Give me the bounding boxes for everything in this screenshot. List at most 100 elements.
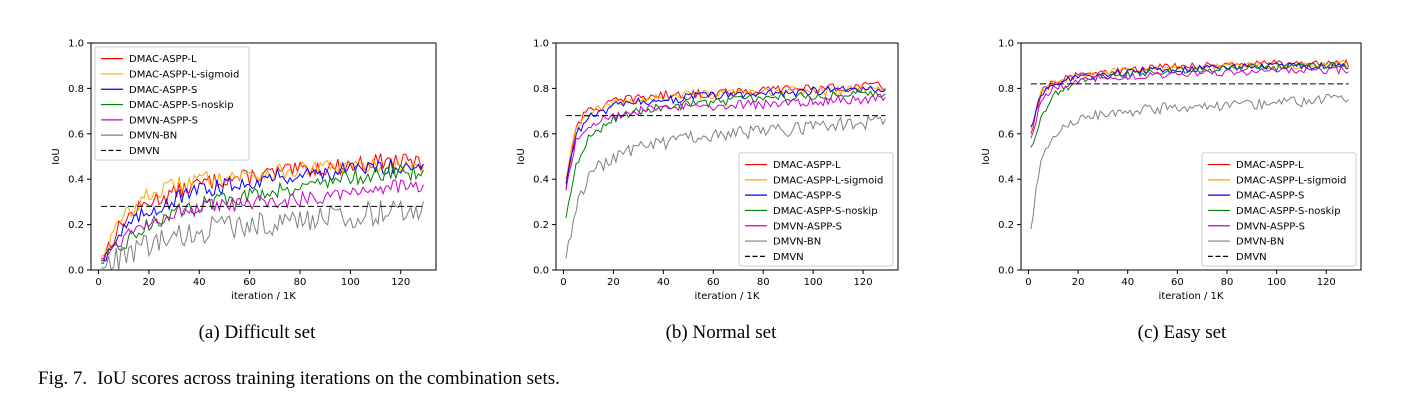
plot-area	[565, 81, 886, 259]
x-tick-label: 20	[1072, 277, 1085, 288]
legend-label: DMAC-ASPP-S	[1236, 191, 1304, 202]
plot-area	[100, 153, 424, 270]
y-axis-label: IoU	[981, 148, 992, 164]
axes-frame	[555, 42, 899, 271]
figure-label: Fig. 7.	[38, 368, 88, 389]
subcaption-difficult: (a) Difficult set	[199, 322, 316, 343]
legend-label: DMAC-ASPP-L-sigmoid	[1236, 175, 1346, 186]
legend-label: DMVN-ASPP-S	[1236, 221, 1305, 232]
series-line-dmac-aspp-l	[101, 153, 424, 260]
y-tick-label: 0.0	[998, 266, 1014, 277]
x-tick-label: 40	[193, 277, 206, 288]
series-line-dmvn-bn	[565, 114, 886, 259]
y-tick-label: 0.8	[998, 84, 1014, 95]
chart-panel-normal: 0 20 40 60 80 100 120 0.0 0.2 0.4 0.6 0.8 1.0 iterati…	[516, 39, 899, 302]
x-axis-label: iteration / 1K	[1159, 291, 1224, 302]
y-tick-label: 0.2	[998, 220, 1014, 231]
chart-panel-easy: 0 20 40 60 80 100 120 0.0 0.2 0.4 0.6 0.8 1.0 iterati…	[981, 39, 1362, 302]
legend: DMAC-ASPP-L DMAC-ASPP-L-sigmoid DMAC-ASPP-…	[1201, 152, 1357, 267]
legend-label: DMVN-BN	[129, 131, 177, 142]
x-tick-label: 100	[804, 277, 823, 288]
x-tick-label: 80	[294, 277, 307, 288]
series-line-dmac-aspp-s-noskip	[101, 164, 424, 264]
subcaption-normal: (b) Normal set	[666, 322, 778, 343]
chart-panel-difficult: 0 20 40 60 80 100 120 0.0 0.2 0.4 0.6 0.8 1.0 iterati…	[51, 39, 437, 302]
y-tick-label: 0.0	[533, 266, 549, 277]
axes-frame	[1020, 42, 1362, 271]
legend-label: DMAC-ASPP-L	[129, 54, 197, 65]
y-tick-label: 0.6	[998, 129, 1014, 140]
y-tick-label: 1.0	[68, 39, 84, 50]
x-tick-label: 0	[1025, 277, 1031, 288]
legend: DMAC-ASPP-L DMAC-ASPP-L-sigmoid DMAC-ASPP-…	[94, 46, 250, 161]
legend-label: DMVN	[129, 146, 160, 157]
series-line-dmvn-aspp-s	[1030, 65, 1349, 139]
series-line-dmac-aspp-s	[100, 158, 424, 262]
y-tick-label: 1.0	[533, 39, 549, 50]
legend-label: DMVN-BN	[773, 237, 821, 248]
x-tick-label: 100	[341, 277, 360, 288]
x-tick-label: 100	[1267, 277, 1286, 288]
y-axis-label: IoU	[516, 148, 527, 164]
y-tick-label: 1.0	[998, 39, 1014, 50]
series-line-dmac-aspp-s	[1030, 61, 1349, 128]
legend-label: DMAC-ASPP-S	[773, 191, 841, 202]
x-tick-label: 60	[707, 277, 720, 288]
legend: DMAC-ASPP-L DMAC-ASPP-L-sigmoid DMAC-ASPP-…	[738, 152, 894, 267]
x-tick-label: 120	[391, 277, 410, 288]
plot-area	[1030, 58, 1350, 230]
y-tick-label: 0.6	[68, 129, 84, 140]
legend-label: DMAC-ASPP-L	[773, 160, 841, 171]
y-tick-label: 0.6	[533, 129, 549, 140]
y-tick-label: 0.8	[68, 84, 84, 95]
series-line-dmac-aspp-l	[1030, 58, 1350, 134]
legend-label: DMVN-BN	[1236, 237, 1284, 248]
legend-box	[94, 46, 250, 161]
y-tick-label: 0.4	[533, 175, 549, 186]
series-line-dmac-aspp-l	[565, 81, 886, 189]
series-line-dmac-aspp-s-noskip	[1030, 61, 1349, 148]
x-tick-label: 60	[243, 277, 256, 288]
axes-frame	[90, 42, 437, 271]
x-tick-label: 20	[607, 277, 620, 288]
legend-label: DMAC-ASPP-S	[129, 85, 197, 96]
y-tick-label: 0.0	[68, 266, 84, 277]
legend-label: DMAC-ASPP-S-noskip	[773, 206, 878, 217]
legend-label: DMAC-ASPP-L	[1236, 160, 1304, 171]
legend-label: DMAC-ASPP-S-noskip	[1236, 206, 1341, 217]
subcaption-easy: (c) Easy set	[1138, 322, 1227, 343]
x-tick-label: 20	[143, 277, 156, 288]
x-tick-label: 0	[95, 277, 101, 288]
legend-label: DMVN-ASPP-S	[129, 115, 198, 126]
legend-label: DMAC-ASPP-L-sigmoid	[129, 69, 239, 80]
series-line-dmvn-aspp-s	[100, 179, 424, 262]
y-tick-label: 0.8	[533, 84, 549, 95]
legend-label: DMAC-ASPP-S-noskip	[129, 100, 234, 111]
series-line-dmvn-bn	[100, 199, 424, 270]
y-tick-label: 0.4	[68, 175, 84, 186]
figure-caption-text: IoU scores across training iterations on…	[97, 368, 560, 389]
x-tick-label: 40	[657, 277, 670, 288]
x-tick-label: 120	[1317, 277, 1336, 288]
figure-caption: Fig. 7. IoU scores across training iterat…	[38, 368, 560, 390]
legend-label: DMAC-ASPP-L-sigmoid	[773, 175, 883, 186]
x-tick-label: 40	[1121, 277, 1134, 288]
x-tick-label: 60	[1171, 277, 1184, 288]
legend-label: DMVN	[1236, 252, 1267, 263]
x-tick-label: 80	[757, 277, 770, 288]
legend-box	[1201, 152, 1357, 267]
legend-box	[738, 152, 894, 267]
x-axis-label: iteration / 1K	[695, 291, 760, 302]
series-line-dmac-aspp-l-sigmoid	[100, 157, 424, 257]
series-line-dmac-aspp-s	[565, 85, 886, 184]
x-tick-label: 0	[560, 277, 566, 288]
series-line-dmvn-bn	[1030, 93, 1349, 230]
x-axis-label: iteration / 1K	[231, 291, 296, 302]
legend-label: DMVN-ASPP-S	[773, 221, 842, 232]
y-tick-label: 0.2	[533, 220, 549, 231]
x-tick-label: 120	[854, 277, 873, 288]
legend-label: DMVN	[773, 252, 804, 263]
y-tick-label: 0.4	[998, 175, 1014, 186]
series-line-dmvn-aspp-s	[565, 93, 886, 191]
